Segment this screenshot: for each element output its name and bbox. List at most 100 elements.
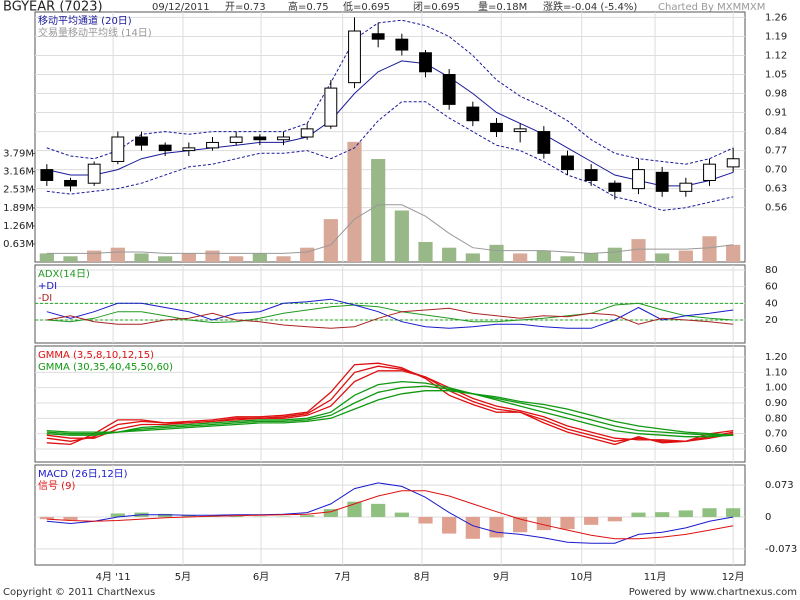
gmma-line [46, 390, 734, 436]
histogram-bar [63, 516, 78, 521]
volume-bar [252, 253, 267, 262]
x-tick-label: 11月 [644, 571, 667, 583]
volume-bar [39, 253, 54, 262]
histogram-bar [229, 516, 244, 517]
volume-bar [584, 253, 599, 262]
candle-body [608, 182, 622, 192]
histogram-bar [394, 512, 409, 517]
candle-body [277, 136, 290, 141]
volume-bar [300, 247, 315, 262]
candle-body [158, 144, 172, 152]
x-tick-label: 6月 [253, 571, 269, 583]
y-tick-label: 0.91 [765, 108, 787, 119]
candle-body [64, 179, 77, 187]
legend-entry: ADX(14日) [38, 269, 90, 280]
x-tick-label: 5月 [175, 571, 191, 583]
y2-tick-label: 2.53M [3, 185, 34, 196]
x-tick-label: 9月 [493, 571, 509, 583]
y-tick-label: 20 [765, 315, 778, 326]
histogram-bar [726, 508, 741, 517]
y2-tick-label: 3.79M [3, 149, 34, 160]
y-tick-label: 0.84 [765, 127, 787, 138]
y-tick-label: 1.19 [765, 31, 787, 42]
histogram-bar [158, 513, 173, 517]
y-tick-label: 0.70 [765, 165, 787, 176]
volume-bar [489, 244, 504, 262]
histogram-bar [39, 516, 54, 520]
volume-bar [394, 210, 409, 262]
volume-bar [702, 236, 717, 262]
y-tick-label: 1.00 [765, 383, 787, 394]
volume-bar [442, 247, 457, 262]
legend-entry: 信号 (9) [38, 480, 75, 492]
y-tick-label: 1.20 [765, 352, 787, 363]
series-line [46, 482, 734, 544]
volume-bar [560, 256, 575, 262]
y-tick-label: 0.63 [765, 184, 787, 195]
volume-bar [63, 256, 78, 262]
candle-body [655, 171, 669, 192]
gmma-line [46, 380, 734, 438]
histogram-bar [536, 516, 551, 531]
candle-body [300, 128, 314, 138]
y2-tick-label: 3.16M [3, 167, 34, 178]
volume-bar [607, 247, 622, 262]
candle-body [253, 136, 267, 141]
candle-body [395, 38, 409, 51]
y-tick-label: 0.60 [765, 444, 787, 455]
y-tick-label: 0.90 [765, 398, 787, 409]
candle-body [229, 136, 243, 143]
panel-frame [34, 11, 746, 263]
volume-bar [726, 244, 741, 262]
band-upper [46, 19, 734, 165]
x-tick-label: 10月 [570, 571, 593, 583]
legend-entry: +DI [38, 281, 57, 292]
y-tick-label: 1.05 [765, 70, 787, 81]
panel-frame [34, 264, 746, 344]
gmma-line [46, 385, 734, 436]
x-tick-label: 8月 [414, 571, 430, 583]
legend-entry: GMMA (3,5,8,10,12,15) [38, 350, 154, 361]
x-tick-label: 7月 [334, 571, 350, 583]
histogram-bar [371, 503, 386, 517]
series-line [46, 307, 734, 329]
high: 高=0.75 [288, 0, 329, 13]
volume-bar [631, 239, 646, 262]
y-tick-label: 40 [765, 298, 778, 309]
y2-tick-label: 0.63M [3, 239, 34, 250]
candle-body [466, 106, 480, 122]
histogram-bar [631, 512, 646, 517]
y2-tick-label: 1.26M [3, 221, 34, 232]
candle-body [371, 33, 385, 40]
panel-frame [34, 345, 746, 463]
volume-bar [205, 250, 220, 262]
close: 闭=0.695 [413, 0, 460, 13]
y-tick-label: 0.073 [765, 480, 794, 491]
volume: 量=0.18M [478, 1, 527, 13]
volume-bar [655, 253, 670, 262]
x-tick-label: 4月 '11 [96, 571, 131, 583]
volume-bar [134, 253, 149, 262]
candle-body [135, 136, 148, 146]
y-tick-label: 0 [765, 512, 771, 523]
volume-bar [323, 219, 338, 262]
x-tick-label: 12月 [722, 571, 745, 583]
candle-body [442, 74, 456, 105]
candle-body [324, 87, 338, 127]
histogram-bar [418, 516, 433, 524]
volume-bar [465, 253, 480, 262]
candle-body [703, 163, 716, 181]
series-line [46, 298, 734, 329]
date: 09/12/2011 [152, 2, 210, 13]
legend-entry: MACD (26日,12日) [38, 469, 128, 480]
volume-bar [181, 253, 196, 262]
change: 涨跌=-0.04 (-5.4%) [543, 0, 637, 13]
y-tick-label: 1.10 [765, 367, 787, 378]
powered-by: Powered by www.chartnexus.com [629, 587, 797, 598]
histogram-bar [323, 509, 338, 517]
candle-body [419, 52, 432, 73]
y-tick-label: 80 [765, 265, 778, 276]
candle-body [679, 182, 693, 192]
